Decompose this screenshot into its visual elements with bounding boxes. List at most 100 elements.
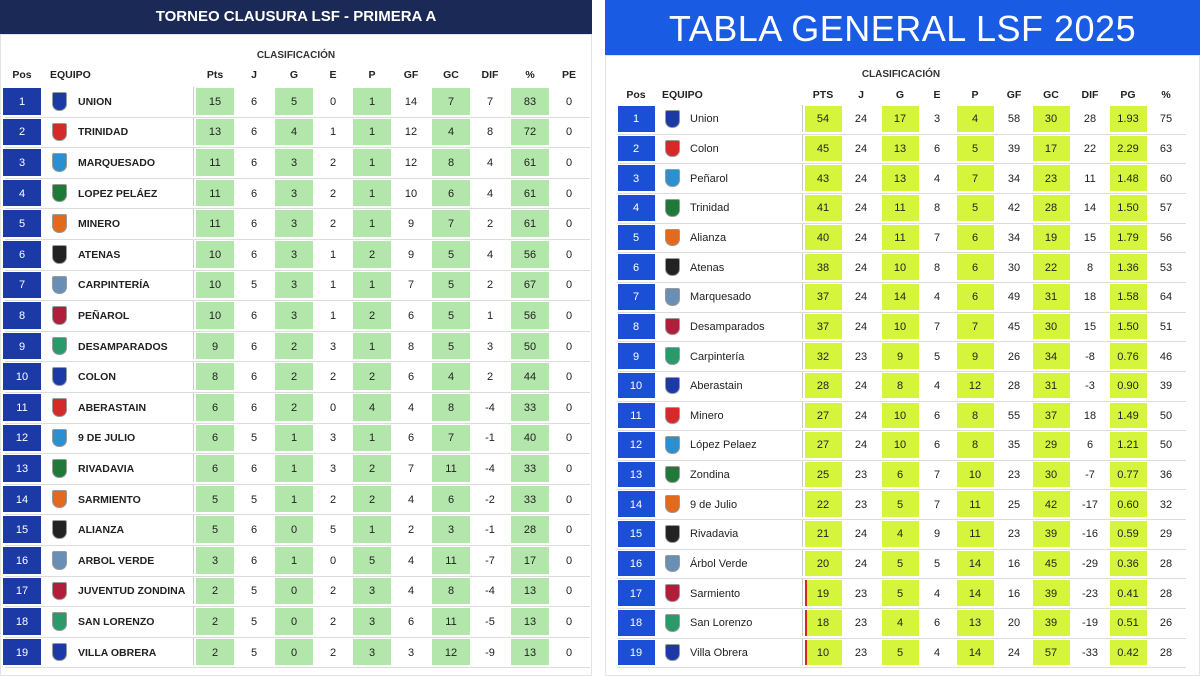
stat-value: 11 (209, 187, 221, 200)
stat-value: 67 (523, 279, 537, 292)
stat-value: 25 (816, 469, 830, 482)
stat-value: 63 (1159, 142, 1173, 155)
stat-value: 6 (933, 439, 941, 452)
highlight-box (804, 343, 842, 369)
stat-value: 3 (368, 646, 376, 659)
stat-value: 0 (565, 401, 573, 414)
stat-value: 1 (368, 187, 376, 200)
stat-value: 23 (1007, 469, 1021, 482)
stat-value: 11 (969, 528, 981, 541)
row-line (617, 519, 1186, 521)
stat-value: 8 (447, 585, 455, 598)
stat-value: 10 (893, 409, 907, 422)
team-logo (665, 436, 680, 454)
pos-box (3, 302, 41, 329)
pos-box (617, 639, 655, 666)
stat-value: 1 (290, 493, 298, 506)
position: 3 (632, 172, 640, 185)
stat-value: 6 (250, 248, 258, 261)
highlight-box (1032, 491, 1070, 518)
highlight-box (804, 461, 842, 488)
team-logo (52, 520, 67, 539)
highlight-box (1032, 224, 1070, 251)
position: 8 (18, 310, 26, 322)
stat-value: 46 (1159, 350, 1173, 363)
stat-value: 2.29 (1117, 142, 1139, 155)
stat-value: 9 (896, 350, 904, 363)
highlight-box (432, 88, 470, 115)
stat-value: 11 (445, 554, 457, 567)
stat-value: 40 (523, 432, 537, 445)
stat-value: 1 (368, 126, 376, 139)
highlight-box (956, 135, 994, 162)
stat-value: 1 (368, 157, 376, 169)
stat-value: 7 (933, 469, 941, 482)
column-header: J (251, 69, 257, 81)
position: 2 (632, 142, 640, 155)
stat-value: 31 (1044, 291, 1058, 304)
highlight-box (353, 455, 391, 482)
highlight-box (353, 608, 391, 635)
stat-value: 7 (447, 218, 455, 231)
highlight-box (1032, 372, 1070, 399)
stat-value: 6 (250, 554, 258, 567)
stat-value: -19 (1082, 617, 1098, 630)
pos-box (617, 550, 655, 577)
row-divider (193, 546, 194, 574)
highlight-box (956, 491, 994, 518)
position: 6 (632, 261, 640, 274)
team-logo (665, 139, 680, 158)
row-divider (193, 209, 194, 237)
highlight-box (1109, 283, 1147, 310)
column-header: P (368, 69, 376, 81)
stat-value: 3 (933, 113, 941, 126)
stat-value: 10 (404, 187, 418, 200)
stat-value: 4 (447, 126, 455, 139)
pos-box (617, 461, 655, 488)
team-logo (665, 228, 680, 247)
pos-box (3, 516, 41, 543)
stat-value: 9 (211, 340, 219, 353)
stat-value: 24 (854, 320, 868, 333)
position: 1 (632, 113, 640, 126)
pos-box (617, 432, 655, 458)
stat-value: 23 (1044, 172, 1058, 185)
stat-value: 24 (854, 409, 868, 422)
stat-value: 6 (971, 261, 979, 274)
stat-value: 5 (447, 248, 455, 261)
stat-value: 28 (523, 524, 537, 537)
highlight-box (1109, 491, 1147, 518)
highlight-box (275, 210, 313, 237)
highlight-box (804, 135, 842, 162)
highlight-box (1032, 343, 1070, 369)
stat-value: 64 (1159, 291, 1173, 304)
stat-value: 7 (447, 432, 455, 445)
stat-value: 75 (1159, 113, 1173, 126)
stat-value: 8 (896, 380, 904, 393)
stat-value: -17 (1082, 498, 1098, 511)
row-line (5, 116, 590, 118)
team-logo (52, 428, 67, 448)
stat-value: 14 (893, 291, 907, 304)
stat-value: 14 (968, 647, 982, 660)
pos-box (3, 547, 41, 574)
highlight-box (353, 547, 391, 574)
stat-value: 1 (368, 432, 376, 445)
row-divider (193, 178, 194, 207)
stat-value: 24 (854, 528, 868, 541)
stat-value: 7 (933, 231, 941, 244)
stat-value: 6 (250, 371, 258, 384)
highlight-box (353, 516, 391, 543)
team-logo (665, 584, 680, 603)
team-logo (665, 554, 680, 573)
stat-value: 3 (290, 310, 298, 322)
highlight-box (432, 455, 470, 482)
pos-box (617, 580, 655, 607)
stat-value: 45 (816, 142, 830, 155)
highlight-box (1109, 610, 1147, 636)
stat-value: 4 (933, 172, 941, 185)
column-header: E (329, 69, 337, 81)
highlight-box (196, 394, 234, 421)
stat-value: 6 (250, 187, 258, 200)
stat-value: 0 (565, 554, 573, 567)
